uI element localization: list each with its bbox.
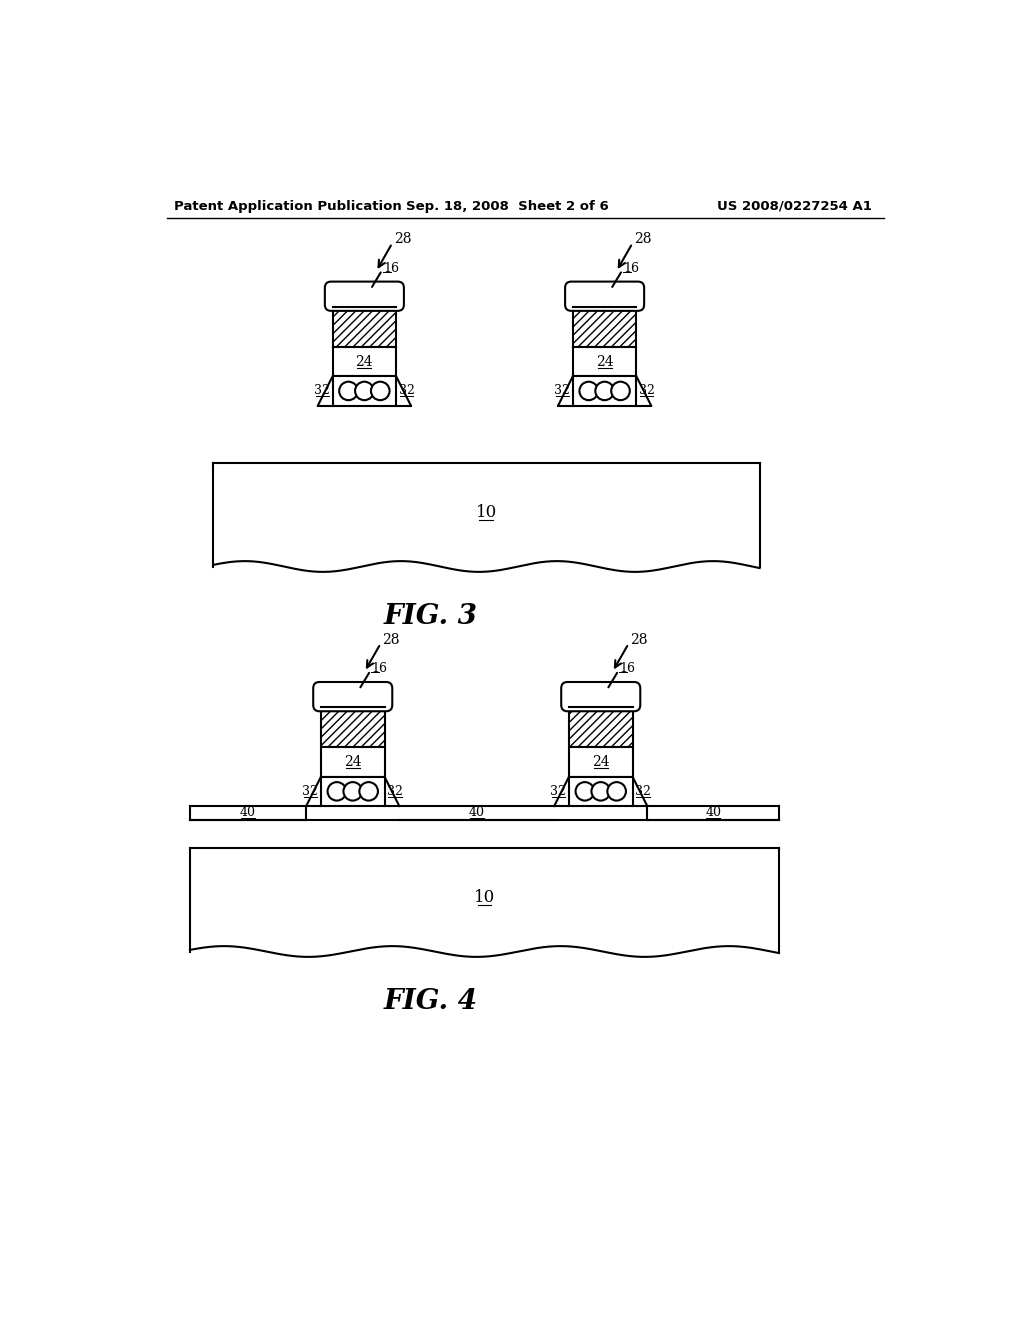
Bar [321, 747, 385, 776]
Text: 28: 28 [630, 632, 648, 647]
Polygon shape [333, 308, 396, 405]
FancyBboxPatch shape [313, 682, 392, 711]
Text: 16: 16 [624, 261, 639, 275]
Text: 32: 32 [639, 384, 655, 397]
Polygon shape [399, 807, 554, 820]
Text: 32: 32 [313, 384, 330, 397]
Polygon shape [558, 376, 651, 405]
Circle shape [355, 381, 374, 400]
Circle shape [339, 381, 357, 400]
Polygon shape [317, 376, 411, 405]
Circle shape [371, 381, 389, 400]
Text: 28: 28 [394, 232, 412, 247]
Circle shape [595, 381, 614, 400]
Text: 32: 32 [550, 785, 566, 797]
Text: 32: 32 [399, 384, 415, 397]
Circle shape [328, 781, 346, 800]
Polygon shape [569, 708, 633, 807]
Bar [572, 347, 636, 376]
Bar [572, 308, 636, 347]
Circle shape [580, 381, 598, 400]
Text: 16: 16 [372, 663, 387, 676]
Polygon shape [554, 776, 647, 807]
Bar [572, 376, 636, 405]
Polygon shape [572, 308, 636, 405]
Text: FIG. 3: FIG. 3 [383, 603, 477, 630]
Text: 32: 32 [636, 785, 651, 797]
Polygon shape [190, 807, 306, 820]
Bar [333, 347, 396, 376]
Circle shape [592, 781, 610, 800]
Bar [321, 708, 385, 747]
Bar [569, 747, 633, 776]
Bar [333, 308, 396, 347]
Bar [321, 776, 385, 807]
FancyBboxPatch shape [561, 682, 640, 711]
Text: 40: 40 [706, 807, 721, 820]
Text: 24: 24 [344, 755, 361, 770]
Text: 40: 40 [240, 807, 256, 820]
Bar [333, 376, 396, 405]
Text: 24: 24 [596, 355, 613, 368]
Polygon shape [647, 807, 779, 820]
Polygon shape [190, 847, 779, 957]
Polygon shape [213, 462, 760, 572]
Text: 10: 10 [474, 890, 496, 906]
Circle shape [343, 781, 362, 800]
Text: 24: 24 [355, 355, 373, 368]
Circle shape [607, 781, 626, 800]
FancyBboxPatch shape [565, 281, 644, 312]
Text: 32: 32 [302, 785, 318, 797]
Text: 28: 28 [634, 232, 651, 247]
Text: 16: 16 [383, 261, 399, 275]
FancyBboxPatch shape [325, 281, 403, 312]
Text: FIG. 4: FIG. 4 [383, 989, 477, 1015]
Text: 10: 10 [476, 504, 497, 521]
Text: 28: 28 [382, 632, 399, 647]
Text: 16: 16 [620, 663, 635, 676]
Text: 32: 32 [554, 384, 570, 397]
Bar [569, 776, 633, 807]
Polygon shape [321, 708, 385, 807]
Polygon shape [306, 776, 399, 807]
Circle shape [611, 381, 630, 400]
Text: 40: 40 [469, 807, 484, 820]
Bar [569, 708, 633, 747]
Circle shape [359, 781, 378, 800]
Text: 24: 24 [592, 755, 609, 770]
Text: Sep. 18, 2008  Sheet 2 of 6: Sep. 18, 2008 Sheet 2 of 6 [407, 199, 609, 213]
Circle shape [575, 781, 594, 800]
Text: Patent Application Publication: Patent Application Publication [174, 199, 402, 213]
Text: 32: 32 [387, 785, 403, 797]
Text: US 2008/0227254 A1: US 2008/0227254 A1 [717, 199, 872, 213]
